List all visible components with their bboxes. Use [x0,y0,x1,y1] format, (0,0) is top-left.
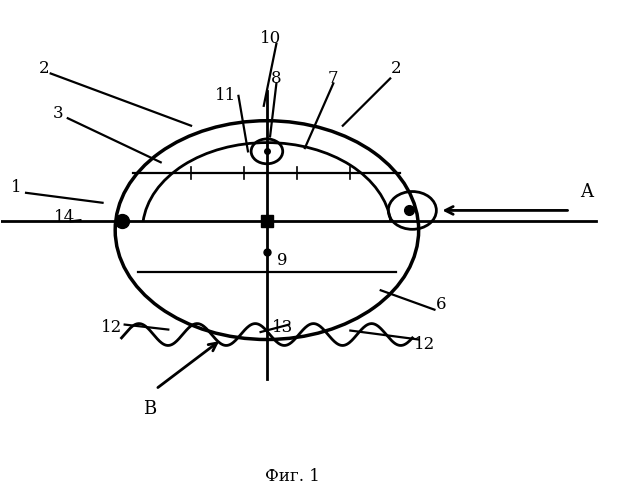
Text: A: A [580,184,592,202]
Text: 12: 12 [102,318,123,336]
Text: 13: 13 [272,318,293,336]
Text: 11: 11 [215,88,236,104]
Text: В: В [143,400,156,418]
Text: Фиг. 1: Фиг. 1 [265,468,319,484]
Text: 8: 8 [271,70,282,87]
Text: 9: 9 [277,252,288,269]
Text: 6: 6 [436,296,446,313]
Text: 3: 3 [53,105,64,122]
Text: 2: 2 [39,60,50,77]
Text: 1: 1 [11,180,22,196]
Text: 12: 12 [415,336,436,353]
Text: 14: 14 [54,209,75,226]
Text: 2: 2 [391,60,402,77]
Text: 10: 10 [260,30,281,47]
Text: 7: 7 [328,70,338,87]
